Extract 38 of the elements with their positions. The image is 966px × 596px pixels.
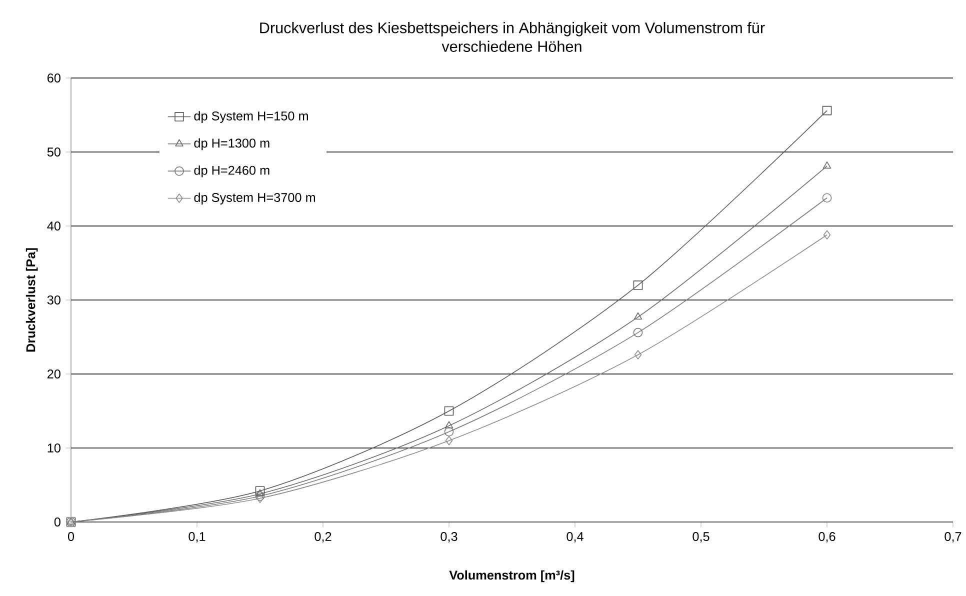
point [822, 193, 832, 203]
point [823, 230, 831, 240]
x-tick-label: 0,5 [692, 532, 710, 543]
legend-label: dp System H=3700 m [194, 192, 316, 204]
point [633, 328, 643, 338]
chart-title: Druckverlust des Kiesbettspeichers in Abhängigkeit vom Volumenstrom für verschiedene Höhen [260, 22, 765, 52]
point [634, 350, 642, 360]
y-tick-label: 50 [47, 148, 60, 156]
x-tick-label: 0,6 [818, 532, 836, 543]
y-tick-label: 20 [47, 370, 60, 378]
y-tick-label: 30 [47, 296, 60, 304]
x-tick-label: 0,1 [188, 532, 206, 543]
point [256, 489, 264, 496]
x-tick-label: 0,4 [566, 532, 584, 543]
point [444, 406, 454, 416]
point [822, 106, 832, 116]
point [444, 427, 454, 436]
legend-label: dp System H=150 m [194, 111, 308, 123]
point [634, 312, 642, 320]
legend-label: dp H=2460 m [194, 165, 270, 178]
point [445, 436, 453, 446]
point [255, 486, 265, 496]
point [822, 161, 832, 169]
legend-label: dp H=1300 m [194, 138, 270, 150]
point [255, 491, 265, 501]
x-tick-label: 0,2 [314, 532, 332, 543]
point [633, 280, 643, 290]
x-tick-label: 0,3 [440, 532, 458, 543]
point [444, 421, 454, 428]
point [256, 494, 264, 503]
x-tick-label: 0,7 [944, 532, 962, 543]
y-tick-label: 0 [54, 518, 60, 526]
y-tick-label: 40 [47, 222, 60, 230]
x-axis-title: Volumenstrom [m³/s] [449, 570, 574, 582]
y-axis-title: Druckverlust [Pa] [26, 248, 38, 352]
x-tick-label: 0 [68, 532, 74, 542]
y-tick-label: 60 [48, 74, 60, 82]
y-tick-label: 10 [48, 444, 60, 452]
